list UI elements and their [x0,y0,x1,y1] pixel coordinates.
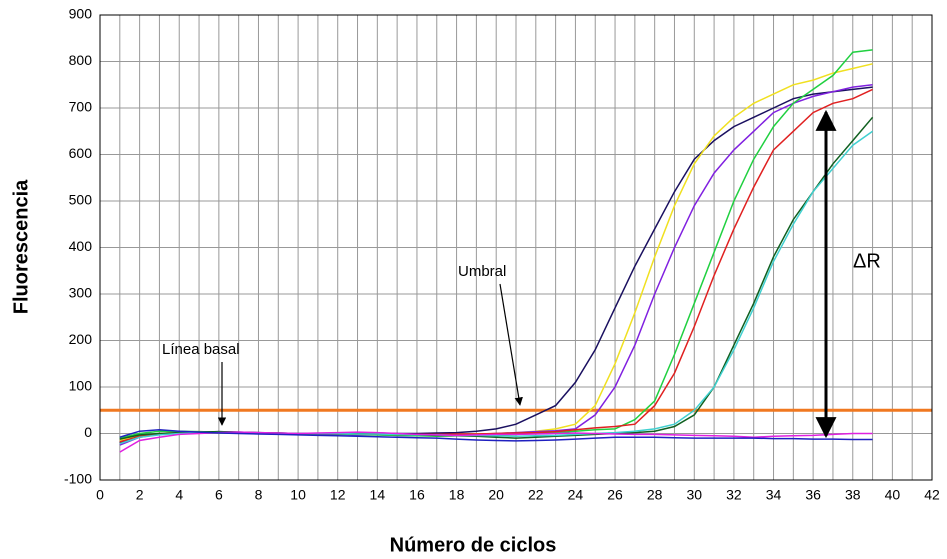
x-tick-label: 36 [805,487,821,503]
x-tick-label: 28 [647,487,663,503]
series-line [119,429,873,442]
x-tick-label: 14 [370,487,386,503]
y-tick-label: 600 [69,145,93,161]
x-tick-label: 32 [726,487,742,503]
x-tick-label: 42 [924,487,940,503]
x-tick-label: 26 [607,487,623,503]
x-tick-label: 18 [449,487,465,503]
series-line [119,431,873,453]
x-tick-label: 10 [290,487,306,503]
plot-frame [99,14,933,481]
x-tick-label: 40 [885,487,901,503]
y-tick-label: 0 [84,424,92,440]
x-tick-label: 20 [488,487,504,503]
x-tick-label: 34 [766,487,782,503]
y-tick-label: -100 [64,471,92,487]
x-tick-label: 22 [528,487,544,503]
x-tick-label: 30 [686,487,702,503]
x-tick-label: 4 [175,487,183,503]
y-tick-label: 200 [69,331,93,347]
y-tick-label: 800 [69,52,93,68]
annotation: Línea basal [162,341,240,358]
y-tick-label: 100 [69,378,93,394]
x-tick-label: 38 [845,487,861,503]
y-tick-label: 700 [69,99,93,115]
x-tick-label: 6 [215,487,223,503]
annotation: ΔR [853,250,881,272]
x-tick-label: 2 [136,487,144,503]
x-tick-label: 16 [409,487,425,503]
y-axis-title: Fluorescencia [10,179,32,314]
y-tick-label: 300 [69,285,93,301]
x-tick-label: 24 [568,487,584,503]
annotation: Umbral [458,263,506,280]
x-tick-label: 12 [330,487,346,503]
x-tick-label: 8 [255,487,263,503]
y-tick-label: 900 [69,6,93,22]
x-tick-label: 0 [96,487,104,503]
plot [100,49,932,453]
x-axis-title: Número de ciclos [390,534,557,556]
annotation-arrow [499,283,523,406]
y-tick-label: 500 [69,192,93,208]
y-tick-label: 400 [69,238,93,254]
